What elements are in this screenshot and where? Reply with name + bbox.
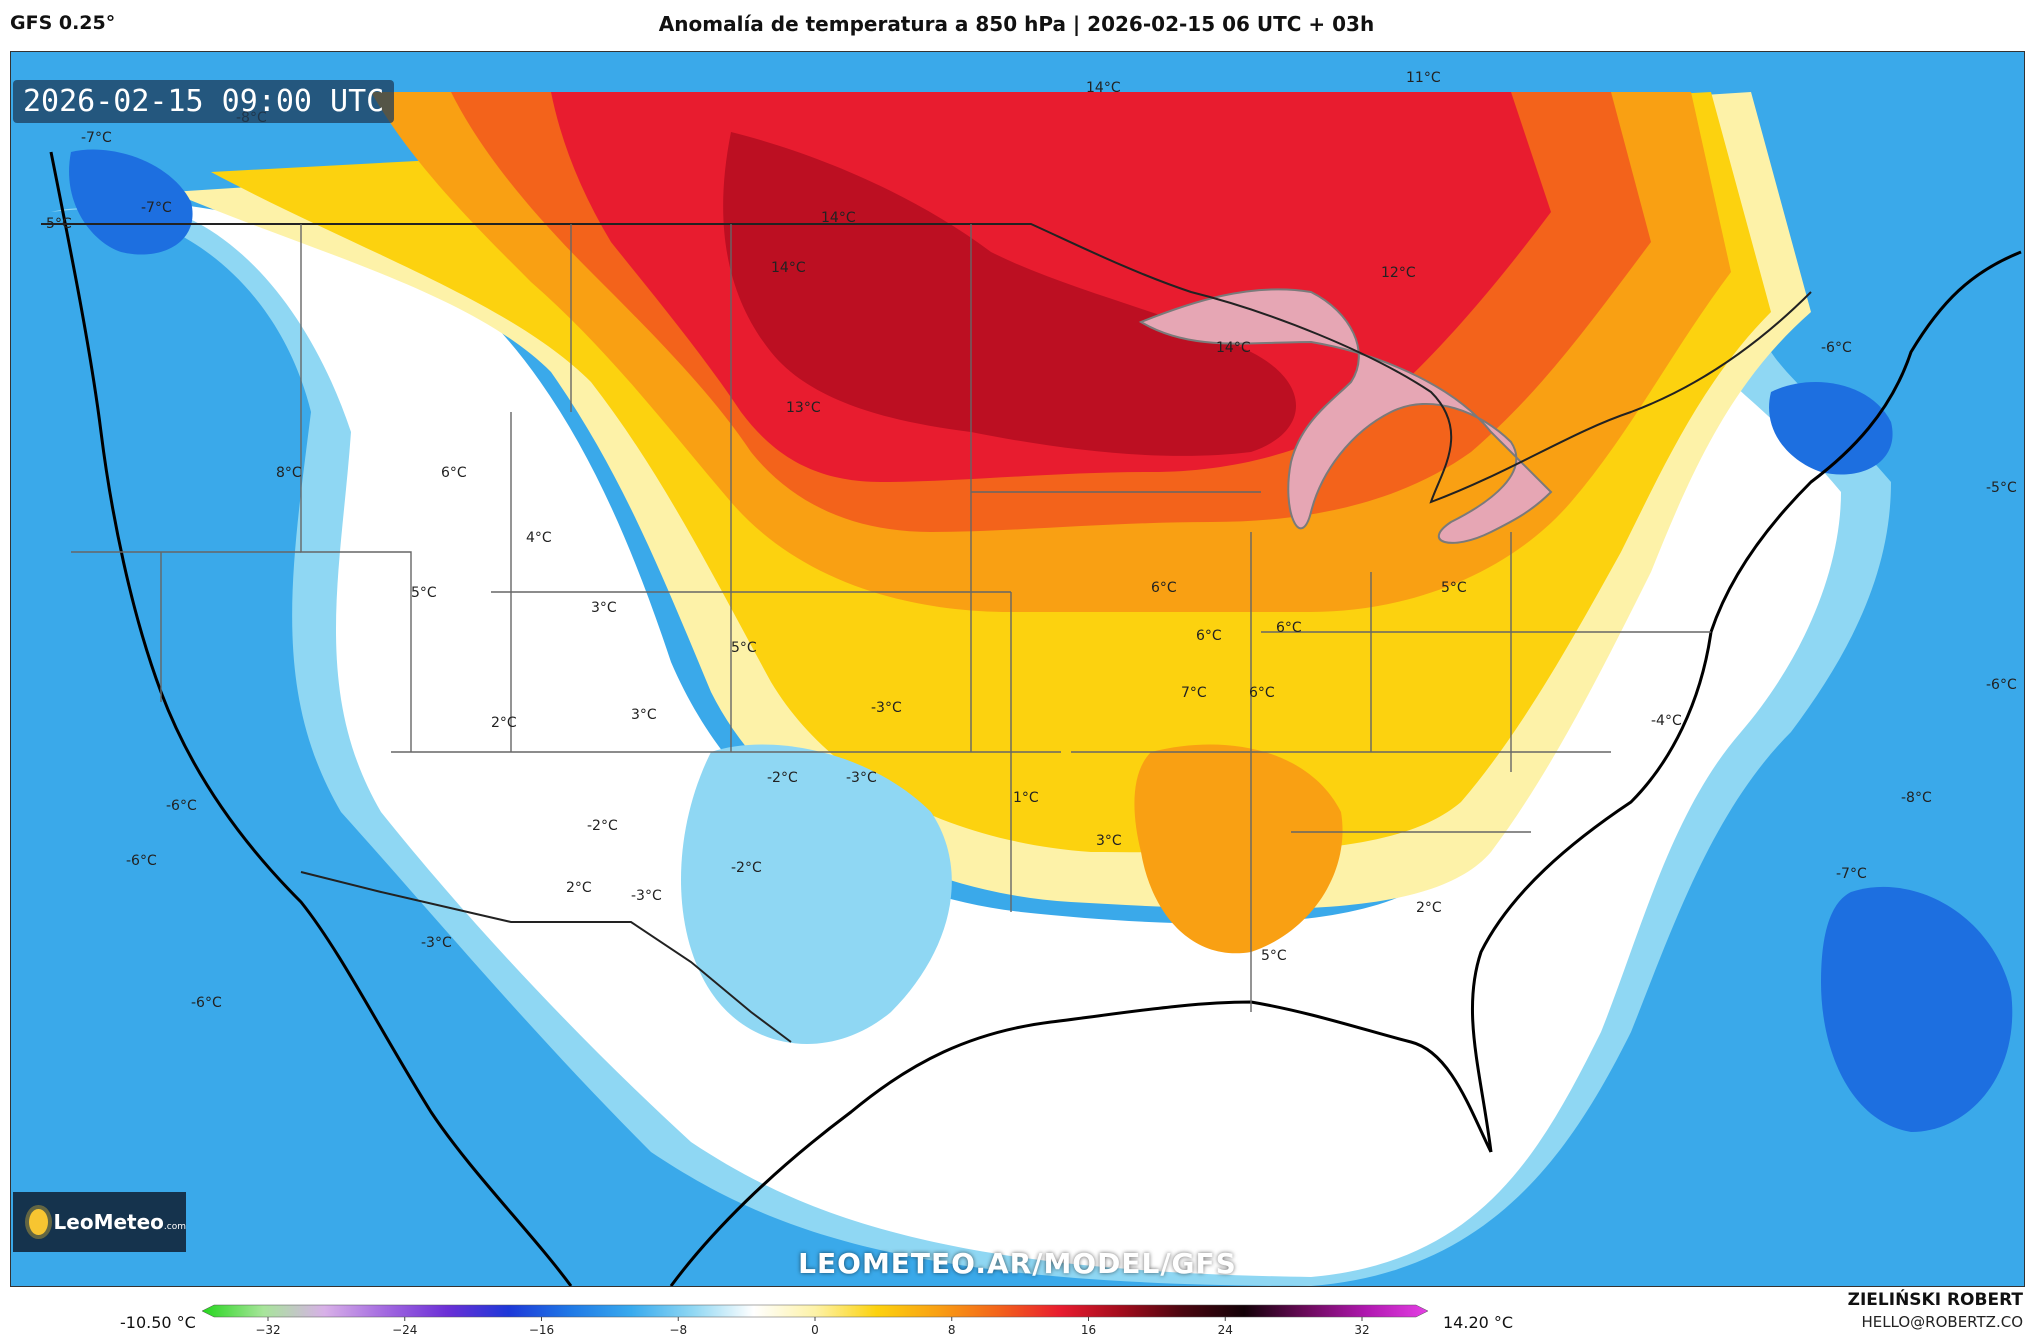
temperature-label: 14°C xyxy=(771,260,806,276)
watermark: LEOMETEO.AR/MODEL/GFS xyxy=(798,1247,1237,1280)
temperature-label: -4°C xyxy=(1651,713,1682,729)
temperature-anomaly-map: -7°C -8°C -7°C -5°C 14°C 11°C 14°C 14°C 12°C 14°C… xyxy=(10,51,2025,1287)
legend-max-label: 14.20 °C xyxy=(1443,1313,1514,1332)
temperature-label: -6°C xyxy=(126,853,157,869)
legend-min-label: -10.50 °C xyxy=(120,1313,196,1332)
temperature-label: 14°C xyxy=(821,210,856,226)
sun-icon xyxy=(29,1209,48,1235)
legend-tick-label: 16 xyxy=(1081,1323,1096,1337)
map-canvas: -7°C -8°C -7°C -5°C 14°C 11°C 14°C 14°C 12°C 14°C… xyxy=(11,52,2024,1286)
legend-tick-label: −8 xyxy=(669,1323,687,1337)
temperature-label: -7°C xyxy=(81,130,112,146)
temperature-label: -7°C xyxy=(141,200,172,216)
legend-tick-label: −24 xyxy=(392,1323,417,1337)
temperature-label: -3°C xyxy=(631,888,662,904)
temperature-label: 3°C xyxy=(591,600,617,616)
temperature-label: -3°C xyxy=(421,935,452,951)
temperature-label: -6°C xyxy=(166,798,197,814)
country-border-mexico xyxy=(300,871,792,1043)
field-deep-cold-atlantic xyxy=(1821,886,2013,1132)
temperature-label: 12°C xyxy=(1381,265,1416,281)
author-name: ZIELIŃSKI ROBERT xyxy=(1847,1290,2023,1310)
color-legend: −32 −24 −16 −8 0 8 16 24 32 xyxy=(201,1304,1429,1337)
field-deep-cold-northwest xyxy=(69,149,193,255)
temperature-label: 5°C xyxy=(731,640,757,656)
temperature-label: 2°C xyxy=(566,880,592,896)
temperature-label: 5°C xyxy=(411,585,437,601)
temperature-label: 6°C xyxy=(1151,580,1177,596)
temperature-label: -8°C xyxy=(1901,790,1932,806)
field-dark-red xyxy=(723,132,1296,456)
field-neutral xyxy=(131,202,1841,1277)
temperature-label: -3°C xyxy=(871,700,902,716)
temperature-label: 7°C xyxy=(1181,685,1207,701)
legend-tick-label: 32 xyxy=(1354,1323,1369,1337)
legend-tick-label: 0 xyxy=(811,1323,819,1337)
coastline-gulf xyxy=(669,1000,1493,1286)
temperature-label: 14°C xyxy=(1086,80,1121,96)
timestamp-badge: 2026-02-15 09:00 UTC xyxy=(13,80,395,123)
temperature-label: 13°C xyxy=(786,400,821,416)
legend-tick-label: −16 xyxy=(529,1323,554,1337)
legend-bar xyxy=(201,1304,1429,1318)
coastline-pacific xyxy=(49,151,573,1286)
leometeo-logo: LeoMeteo.com xyxy=(13,1192,186,1252)
temperature-label: 6°C xyxy=(1196,628,1222,644)
temperature-label: 5°C xyxy=(1441,580,1467,596)
model-name: GFS 0.25° xyxy=(10,12,116,34)
temperature-label: -6°C xyxy=(1821,340,1852,356)
legend-tick-label: −32 xyxy=(255,1323,280,1337)
author-email: HELLO@ROBERTZ.CO xyxy=(1861,1313,2023,1331)
temperature-label: 6°C xyxy=(1276,620,1302,636)
temperature-label: 6°C xyxy=(441,465,467,481)
temperature-label: 8°C xyxy=(276,465,302,481)
temperature-label: -5°C xyxy=(41,216,72,232)
great-lakes xyxy=(1138,288,1553,544)
temperature-label: -2°C xyxy=(767,770,798,786)
temperature-label: 6°C xyxy=(1249,685,1275,701)
country-border-canada xyxy=(41,223,1812,504)
coastline-atlantic xyxy=(1470,250,2022,1153)
legend-tick-label: 8 xyxy=(948,1323,956,1337)
temperature-label: -3°C xyxy=(846,770,877,786)
temperature-label: -2°C xyxy=(731,860,762,876)
logo-text: LeoMeteo.com xyxy=(53,1210,186,1234)
temperature-label: 2°C xyxy=(1416,900,1442,916)
temperature-label: -7°C xyxy=(1836,866,1867,882)
legend-tick-label: 24 xyxy=(1218,1323,1233,1337)
temperature-label: 1°C xyxy=(1013,790,1039,806)
temperature-label: 14°C xyxy=(1216,340,1251,356)
temperature-label: 3°C xyxy=(1096,833,1122,849)
temperature-label: 5°C xyxy=(1261,948,1287,964)
map-title: Anomalía de temperatura a 850 hPa | 2026… xyxy=(658,12,1375,36)
field-deep-cold-northeast xyxy=(1769,382,1893,475)
temperature-label: -2°C xyxy=(587,818,618,834)
state-borders xyxy=(71,224,1711,1012)
temperature-label: -5°C xyxy=(1986,480,2017,496)
temperature-label: 2°C xyxy=(491,715,517,731)
temperature-label: 11°C xyxy=(1406,70,1441,86)
temperature-label: 4°C xyxy=(526,530,552,546)
temperature-label: 3°C xyxy=(631,707,657,723)
temperature-label: -6°C xyxy=(191,995,222,1011)
field-orange-south xyxy=(1134,744,1343,954)
temperature-label: -6°C xyxy=(1986,677,2017,693)
field-cold-southwest xyxy=(681,744,952,1045)
